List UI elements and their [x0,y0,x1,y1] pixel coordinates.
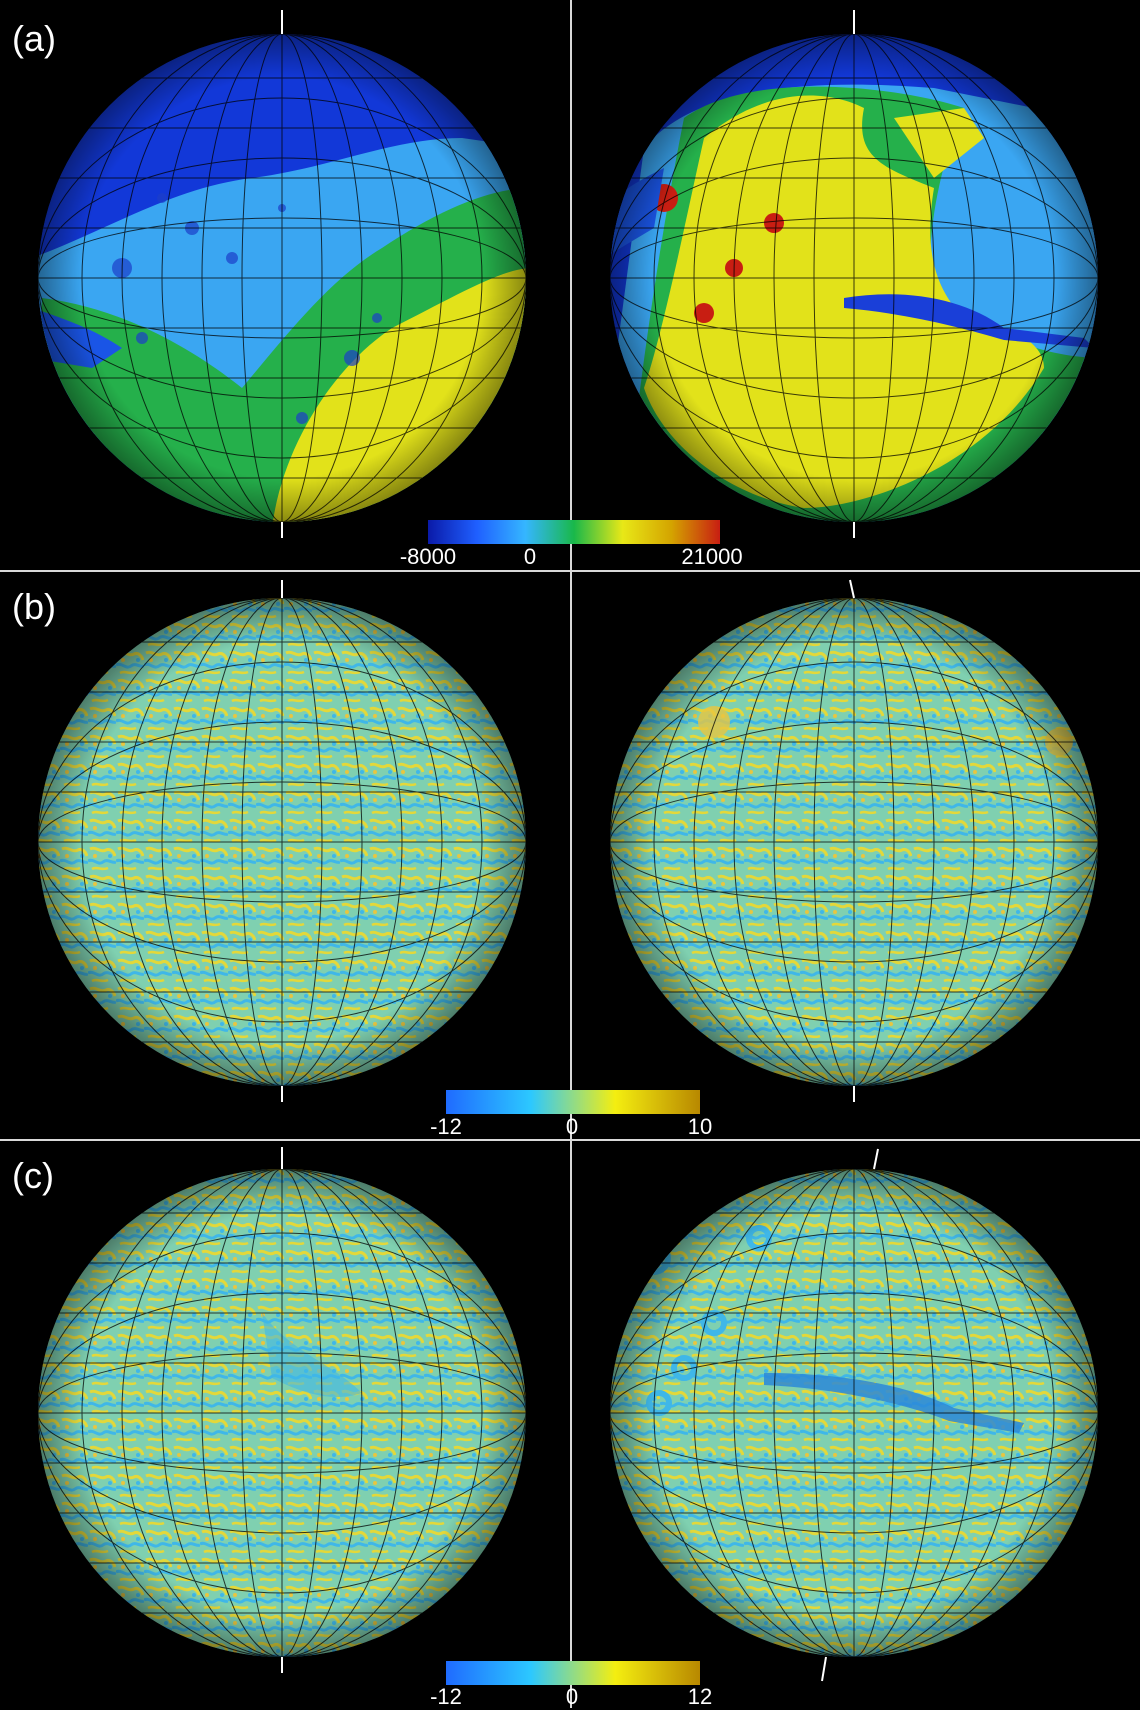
globe-b-left [38,580,526,1102]
divider-ab [0,570,1140,572]
colorbar-a-zero: 0 [523,544,537,569]
colorbar-a [428,520,720,544]
panel-b-divider [570,572,572,1139]
globe-a-right [610,10,1098,538]
colorbar-a-max: 21000 [681,544,743,569]
colorbar-b-zero: 0 [565,1114,579,1139]
colorbar-a-min: -8000 [399,544,457,569]
globe-c-left [38,1147,526,1673]
panel-c-divider [570,1141,572,1708]
panel-a: (a) [0,0,1140,570]
colorbar-b-min: -12 [430,1114,462,1139]
panel-c: (c) [0,1141,1140,1709]
panel-label-b: (b) [12,586,56,627]
panel-a-divider [570,0,572,570]
panel-label-a: (a) [12,18,56,59]
globe-b-right [610,579,1098,1102]
globe-a-left [38,10,526,538]
divider-bc [0,1139,1140,1141]
colorbar-c-max: 12 [687,1684,713,1709]
colorbar-c [446,1661,700,1685]
colorbar-c-zero: 0 [565,1684,579,1709]
colorbar-c-min: -12 [430,1684,462,1709]
panel-label-c: (c) [12,1155,54,1196]
panel-b: (b) [0,572,1140,1139]
colorbar-b [446,1090,700,1114]
colorbar-b-max: 10 [687,1114,713,1139]
globe-c-right [610,1148,1098,1682]
